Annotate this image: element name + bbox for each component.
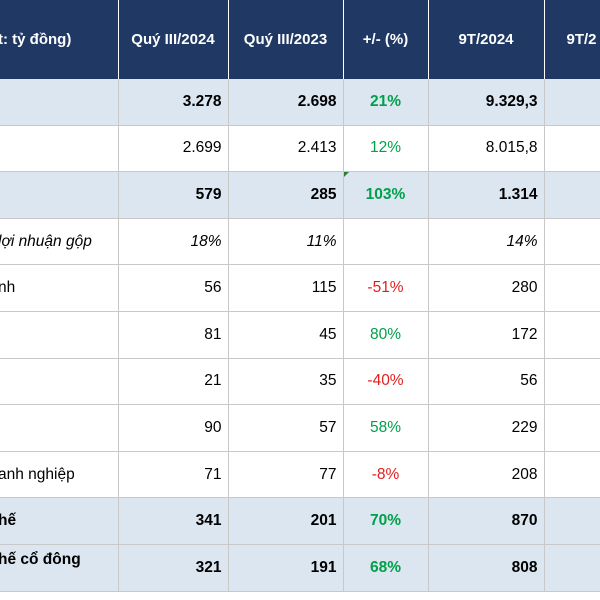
table-row: 81 45 80% 172: [0, 311, 600, 359]
cell-9m-2023: [544, 79, 600, 126]
cell-q3-2024: 321: [118, 544, 229, 592]
cell-q3-2023: 2.413: [228, 125, 344, 173]
cell-change: [343, 218, 429, 266]
cell-q3-2024: 341: [118, 497, 229, 545]
cell-q3-2023: 115: [228, 264, 344, 312]
row-label: [0, 311, 119, 359]
cell-q3-2023: 77: [228, 451, 344, 499]
row-label: nh: [0, 264, 119, 312]
table-row: lợi nhuận gộp 18% 11% 14%: [0, 218, 600, 266]
cell-change: -40%: [343, 358, 429, 406]
cell-9m-2024: 208: [428, 451, 545, 499]
cell-9m-2023: [544, 218, 600, 266]
row-label: [0, 404, 119, 452]
row-label: hế cổ đông: [0, 544, 119, 592]
table-row: hế 341 201 70% 870: [0, 497, 600, 545]
cell-9m-2024: 1.314: [428, 171, 545, 219]
header-unit-label: t: tỷ đồng): [0, 0, 119, 79]
table-row: 579 285 103% 1.314: [0, 171, 600, 219]
cell-q3-2023: 35: [228, 358, 344, 406]
cell-9m-2024: 9.329,3: [428, 79, 545, 126]
cell-q3-2024: 56: [118, 264, 229, 312]
table-row: hế cổ đông 321 191 68% 808: [0, 544, 600, 592]
cell-9m-2024: 14%: [428, 218, 545, 266]
cell-9m-2024: 172: [428, 311, 545, 359]
cell-q3-2024: 18%: [118, 218, 229, 266]
table-row: anh nghiệp 71 77 -8% 208: [0, 451, 600, 499]
cell-9m-2024: 56: [428, 358, 545, 406]
cell-change: 58%: [343, 404, 429, 452]
table-row: 3.278 2.698 21% 9.329,3: [0, 79, 600, 126]
cell-9m-2023: [544, 125, 600, 173]
table-row: 21 35 -40% 56: [0, 358, 600, 406]
header-q3-2023: Quý III/2023: [228, 0, 344, 79]
header-9m-2024: 9T/2024: [428, 0, 545, 79]
table-header-row: t: tỷ đồng) Quý III/2024 Quý III/2023 +/…: [0, 0, 600, 79]
cell-change: -8%: [343, 451, 429, 499]
row-label: [0, 79, 119, 126]
cell-q3-2023: 45: [228, 311, 344, 359]
cell-change: 70%: [343, 497, 429, 545]
cell-9m-2023: [544, 264, 600, 312]
cell-9m-2023: [544, 358, 600, 406]
cell-q3-2023: 11%: [228, 218, 344, 266]
cell-9m-2024: 229: [428, 404, 545, 452]
cell-9m-2023: [544, 311, 600, 359]
table-row: nh 56 115 -51% 280: [0, 264, 600, 312]
cell-change: 12%: [343, 125, 429, 173]
cell-q3-2023: 2.698: [228, 79, 344, 126]
cell-q3-2023: 57: [228, 404, 344, 452]
row-label: hế: [0, 497, 119, 545]
cell-9m-2023: [544, 451, 600, 499]
header-q3-2024: Quý III/2024: [118, 0, 229, 79]
row-label: [0, 171, 119, 219]
table-row: 90 57 58% 229: [0, 404, 600, 452]
row-label: lợi nhuận gộp: [0, 218, 119, 266]
cell-q3-2023: 191: [228, 544, 344, 592]
header-change-pct: +/- (%): [343, 0, 429, 79]
cell-9m-2023: [544, 171, 600, 219]
cell-change: 68%: [343, 544, 429, 592]
row-label: anh nghiệp: [0, 451, 119, 499]
cell-q3-2024: 3.278: [118, 79, 229, 126]
cell-9m-2023: [544, 497, 600, 545]
cell-change: 103%: [343, 171, 429, 219]
cell-change: 80%: [343, 311, 429, 359]
cell-change: -51%: [343, 264, 429, 312]
cell-q3-2023: 285: [228, 171, 344, 219]
cell-q3-2023: 201: [228, 497, 344, 545]
table-row: 2.699 2.413 12% 8.015,8: [0, 125, 600, 173]
cell-q3-2024: 2.699: [118, 125, 229, 173]
cell-change: 21%: [343, 79, 429, 126]
row-label: [0, 125, 119, 173]
cell-9m-2024: 808: [428, 544, 545, 592]
cell-q3-2024: 579: [118, 171, 229, 219]
cell-9m-2024: 280: [428, 264, 545, 312]
cell-q3-2024: 81: [118, 311, 229, 359]
cell-9m-2023: [544, 404, 600, 452]
cell-q3-2024: 90: [118, 404, 229, 452]
header-9m-2023: 9T/2: [544, 0, 600, 79]
row-label: [0, 358, 119, 406]
cell-9m-2024: 8.015,8: [428, 125, 545, 173]
cell-comment-marker: [343, 172, 349, 178]
cell-q3-2024: 71: [118, 451, 229, 499]
cell-9m-2023: [544, 544, 600, 592]
cell-q3-2024: 21: [118, 358, 229, 406]
cell-9m-2024: 870: [428, 497, 545, 545]
